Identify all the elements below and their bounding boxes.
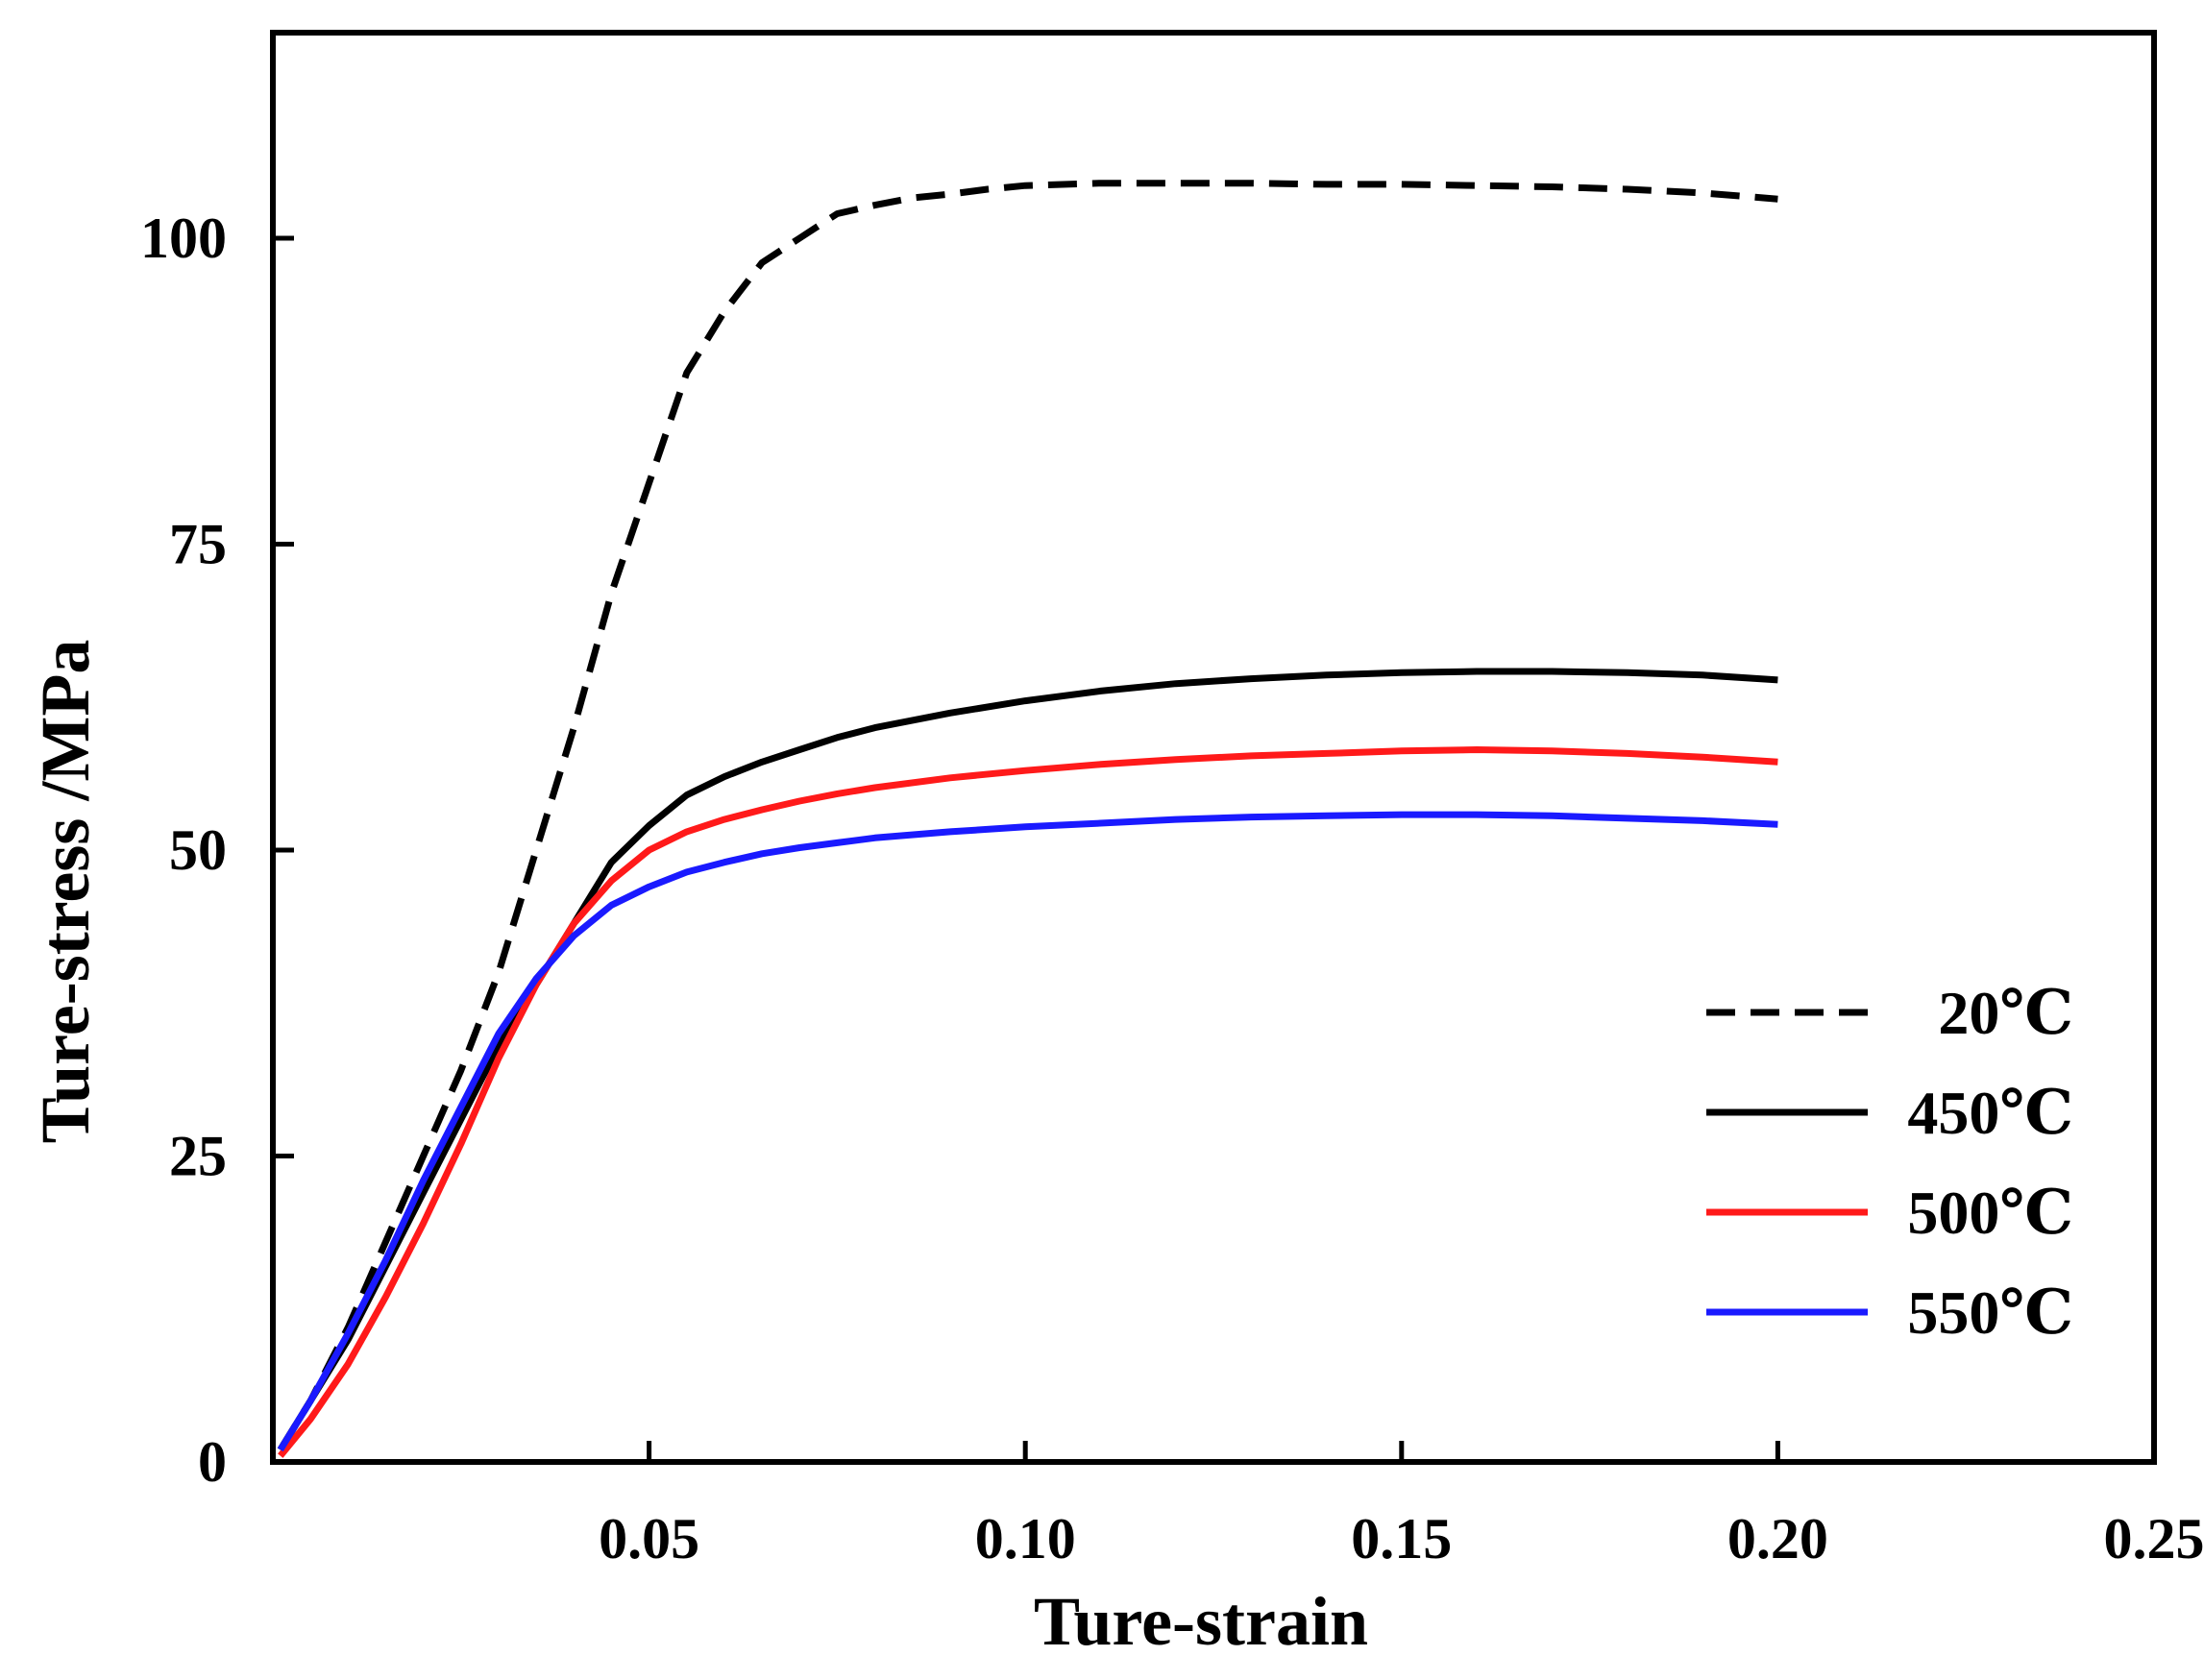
x-axis-label: Ture-strain [1034, 1583, 1368, 1660]
plot-frame [270, 30, 2157, 1465]
y-axis-ticks: 0 25 50 75 100 [140, 207, 294, 1494]
legend: 20℃ 450℃ 500℃ 550℃ [1706, 979, 2073, 1347]
legend-label-2: 500℃ [1907, 1179, 2073, 1247]
y-tick-label: 25 [169, 1125, 227, 1188]
legend-label-1: 450℃ [1907, 1079, 2073, 1147]
x-tick-label: 0.05 [599, 1507, 699, 1570]
legend-label-0: 20℃ [1938, 979, 2073, 1047]
y-tick-label: 100 [140, 207, 227, 270]
legend-label-3: 550℃ [1907, 1278, 2073, 1347]
series-line-3 [277, 811, 1778, 1452]
series-layer [277, 180, 1778, 1458]
series-line-2 [278, 746, 1778, 1458]
y-tick-label: 75 [169, 513, 227, 576]
x-tick-label: 0.15 [1351, 1507, 1452, 1570]
x-tick-label: 0.25 [2104, 1507, 2204, 1570]
x-axis-ticks: 0.05 0.10 0.15 0.20 0.25 [599, 1441, 2204, 1570]
y-tick-label: 0 [198, 1430, 227, 1494]
series-line-1 [277, 668, 1778, 1452]
x-tick-label: 0.10 [975, 1507, 1076, 1570]
y-axis-label: Ture-stress /MPa [27, 640, 104, 1144]
series-line-0 [277, 180, 1778, 1452]
y-tick-label: 50 [169, 818, 227, 882]
x-tick-label: 0.20 [1727, 1507, 1828, 1570]
